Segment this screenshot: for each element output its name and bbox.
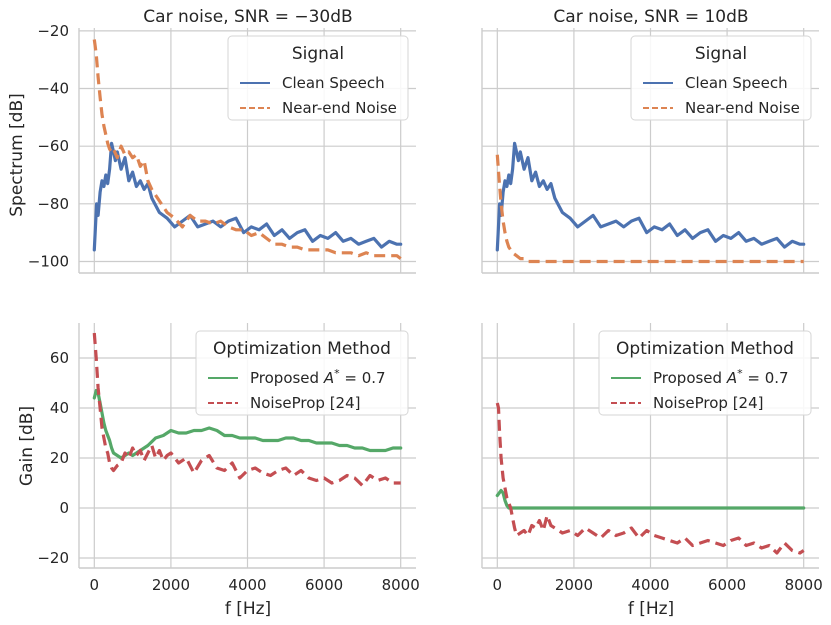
plot-area-2: Signal Clean Speech Near-end Noise — [481, 28, 819, 274]
subplot-top-right: Car noise, SNR = 10dB — [553, 7, 748, 27]
x-tick-label: 0 — [90, 576, 100, 594]
legend-title: Signal — [292, 44, 344, 64]
y-tick-label: −20 — [37, 22, 69, 40]
x-axis-label-left: f [Hz] — [225, 599, 271, 619]
y-tick-label: −60 — [37, 137, 69, 155]
x-tick-label: 0 — [493, 576, 503, 594]
legend-entry: Proposed A* = 0.7 — [653, 367, 789, 387]
y-tick-label: 60 — [50, 349, 69, 367]
series-line-noiseprop-24 — [495, 402, 805, 555]
series-line-near-end-noise — [92, 39, 402, 260]
plot-area-3: 60 40 20 0 −20 0 2000 4000 6000 8000 Optimization … — [37, 323, 420, 594]
legend-title: Signal — [695, 44, 747, 64]
x-tick-label: 6000 — [708, 576, 746, 594]
x-tick-label: 6000 — [305, 576, 343, 594]
legend-box — [227, 35, 409, 121]
x-tick-label: 8000 — [382, 576, 420, 594]
legend-entry: Near-end Noise — [282, 99, 397, 117]
y-tick-label: −100 — [28, 252, 69, 270]
series-line-noiseprop-24 — [92, 332, 401, 488]
x-tick-label: 2000 — [555, 576, 593, 594]
y-tick-label: −40 — [37, 80, 69, 98]
x-tick-label: 4000 — [631, 576, 669, 594]
y-axis-label-spectrum: Spectrum [dB] — [7, 93, 27, 217]
series-line-clean-speech — [495, 141, 806, 252]
x-tick-label: 4000 — [228, 576, 266, 594]
legend-title: Optimization Method — [616, 339, 794, 359]
legend-box — [195, 330, 409, 416]
legend-title: Optimization Method — [213, 339, 391, 359]
legend: Signal Clean Speech Near-end Noise — [630, 35, 812, 121]
legend: Signal Clean Speech Near-end Noise — [227, 35, 409, 121]
y-tick-label: −20 — [37, 549, 69, 567]
legend: Optimization Method Proposed A* = 0.7 Nois… — [195, 330, 409, 416]
subplot-title: Car noise, SNR = −30dB — [143, 7, 352, 27]
y-tick-label: 20 — [50, 449, 69, 467]
legend: Optimization Method Proposed A* = 0.7 Nois… — [598, 330, 812, 416]
subplot-title: Car noise, SNR = 10dB — [553, 7, 748, 27]
y-tick-label: 40 — [50, 399, 69, 417]
y-tick-label: 0 — [59, 499, 69, 517]
y-axis-label-gain: Gain [dB] — [17, 406, 37, 486]
legend-entry: Near-end Noise — [685, 99, 800, 117]
legend-entry: Clean Speech — [685, 74, 788, 92]
subplot-top-left: Car noise, SNR = −30dB — [143, 7, 352, 27]
x-tick-label: 8000 — [785, 576, 823, 594]
y-tick-label: −80 — [37, 195, 69, 213]
legend-entry: Clean Speech — [282, 74, 385, 92]
plot-area-1: −20 −40 −60 −80 −100 Signal Clean Speech Near-e… — [28, 22, 416, 274]
x-tick-label: 2000 — [152, 576, 190, 594]
x-axis-label-right: f [Hz] — [628, 599, 674, 619]
series-line-proposed-a-0-7 — [92, 388, 403, 460]
series-line-near-end-noise — [495, 154, 804, 264]
legend-box — [630, 35, 812, 121]
legend-entry: Proposed A* = 0.7 — [250, 367, 386, 387]
legend-entry: NoiseProp [24] — [653, 394, 764, 412]
legend-entry: NoiseProp [24] — [250, 394, 361, 412]
plot-area-4: 0 2000 4000 6000 8000 Optimization Method Prop… — [481, 323, 823, 594]
series-line-proposed-a-0-7 — [495, 488, 806, 510]
series-line-clean-speech — [92, 141, 403, 252]
legend-box — [598, 330, 812, 416]
